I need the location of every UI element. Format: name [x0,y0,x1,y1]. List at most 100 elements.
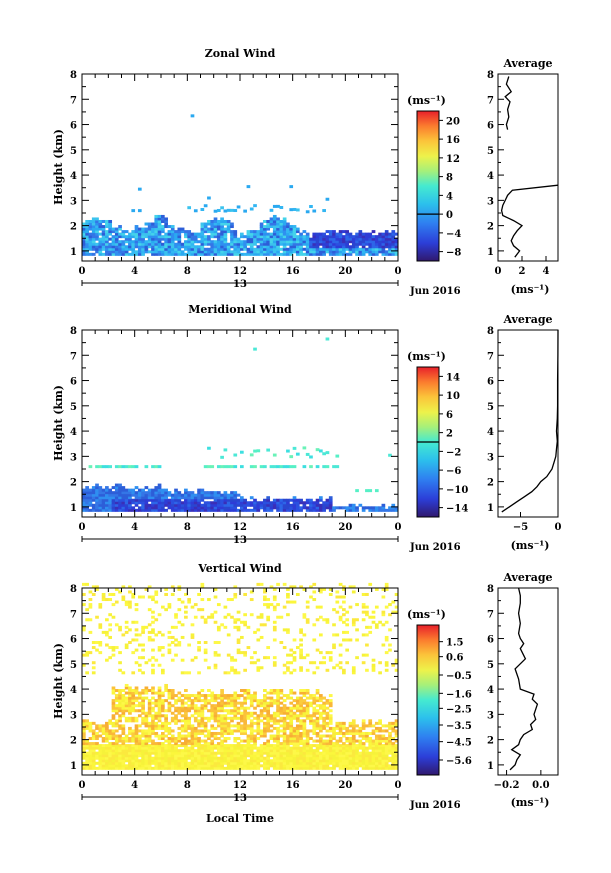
heatmap-cell [315,242,320,246]
heatmap-cell [157,704,162,708]
heatmap-cell [223,242,228,246]
heatmap-cell [164,734,168,738]
heatmap-cell [384,240,389,244]
heatmap-cell [190,766,195,770]
heatmap-cell [233,746,238,750]
heatmap-cell [282,508,287,512]
heatmap-cell [177,643,182,647]
heatmap-cell [82,726,86,730]
heatmap-cell [253,449,257,453]
heatmap-cell [207,734,211,738]
heatmap-cell [190,742,195,746]
heatmap-cell [256,235,261,239]
heatmap-cell [299,737,303,741]
heatmap-cell [328,694,333,698]
heatmap-cell [220,734,224,738]
heatmap-cell [236,625,241,629]
heatmap-cell [256,658,261,662]
heatmap-cell [351,756,356,760]
heatmap-cell [279,503,284,507]
heatmap-cell [220,222,224,226]
heatmap-cell [263,731,267,735]
heatmap-cell [121,240,126,244]
heatmap-cell [157,217,162,221]
heatmap-cell [358,761,363,765]
heatmap-cell [151,731,155,735]
heatmap-cell [151,630,155,634]
heatmap-cell [187,598,192,602]
heatmap-cell [361,242,366,246]
heatmap-cell [141,250,145,254]
heatmap-cell [108,592,113,596]
heatmap-cell [391,506,396,510]
heatmap-cell [134,252,139,256]
day-label: 13 [233,279,247,290]
heatmap-cell [322,766,326,770]
heatmap-cell [289,653,294,657]
heatmap-cell [108,225,113,229]
heatmap-cell [91,766,96,770]
heatmap-cell [253,751,257,755]
heatmap-cell [98,746,103,750]
heatmap-cell [161,496,165,500]
heatmap-cell [269,232,274,236]
heatmap-cell [147,608,152,612]
heatmap-cell [253,711,257,715]
heatmap-cell [305,242,310,246]
heatmap-cell [233,764,238,768]
heatmap-cell [157,508,162,512]
heatmap-cell [187,671,192,675]
heatmap-cell [220,493,224,497]
heatmap-cell [118,486,122,490]
heatmap-cell [272,711,277,715]
heatmap-cell [111,761,116,765]
heatmap-cell [384,651,389,655]
heatmap-cell [114,704,119,708]
heatmap-cell [266,746,271,750]
heatmap-cell [91,222,96,226]
heatmap-cell [368,751,373,755]
x-tick-label: 16 [286,266,300,277]
heatmap-cell [203,742,208,746]
heatmap-cell [190,493,195,497]
heatmap-cell [256,716,261,720]
heatmap-cell [351,754,356,758]
heatmap-cell [345,749,350,753]
colorbar [416,110,440,262]
heatmap-cell [157,498,162,502]
heatmap-cell [164,225,168,229]
heatmap-cell [157,237,162,241]
heatmap-cell [216,756,221,760]
heatmap-cell [305,689,310,693]
heatmap-cell [348,751,353,755]
heatmap-cell [269,761,274,765]
heatmap-cell [220,250,224,254]
heatmap-cell [157,696,162,700]
heatmap-cell [131,706,136,710]
heatmap-cell [207,227,211,231]
heatmap-cell [243,721,247,725]
heatmap-cell [299,699,303,703]
heatmap-cell [128,603,132,607]
heatmap-cell [161,764,165,768]
heatmap-cell [167,230,172,234]
heatmap-cell [338,751,343,755]
heatmap-cell [190,232,195,236]
heatmap-cell [305,696,310,700]
heatmap-cell [170,245,175,249]
heatmap-cell [147,595,152,599]
heatmap-cell [384,742,389,746]
heatmap-cell [151,242,155,246]
heatmap-cell [259,613,264,617]
heatmap-cell [154,247,159,251]
heatmap-cell [210,235,215,239]
heatmap-cell [335,756,340,760]
heatmap-cell [233,759,238,763]
heatmap-cell [216,742,221,746]
heatmap-cell [177,230,182,234]
heatmap-cell [203,496,208,500]
heatmap-cell [322,237,326,241]
heatmap-cell [170,508,175,512]
heatmap-cell [368,721,373,725]
heatmap-cell [236,711,241,715]
